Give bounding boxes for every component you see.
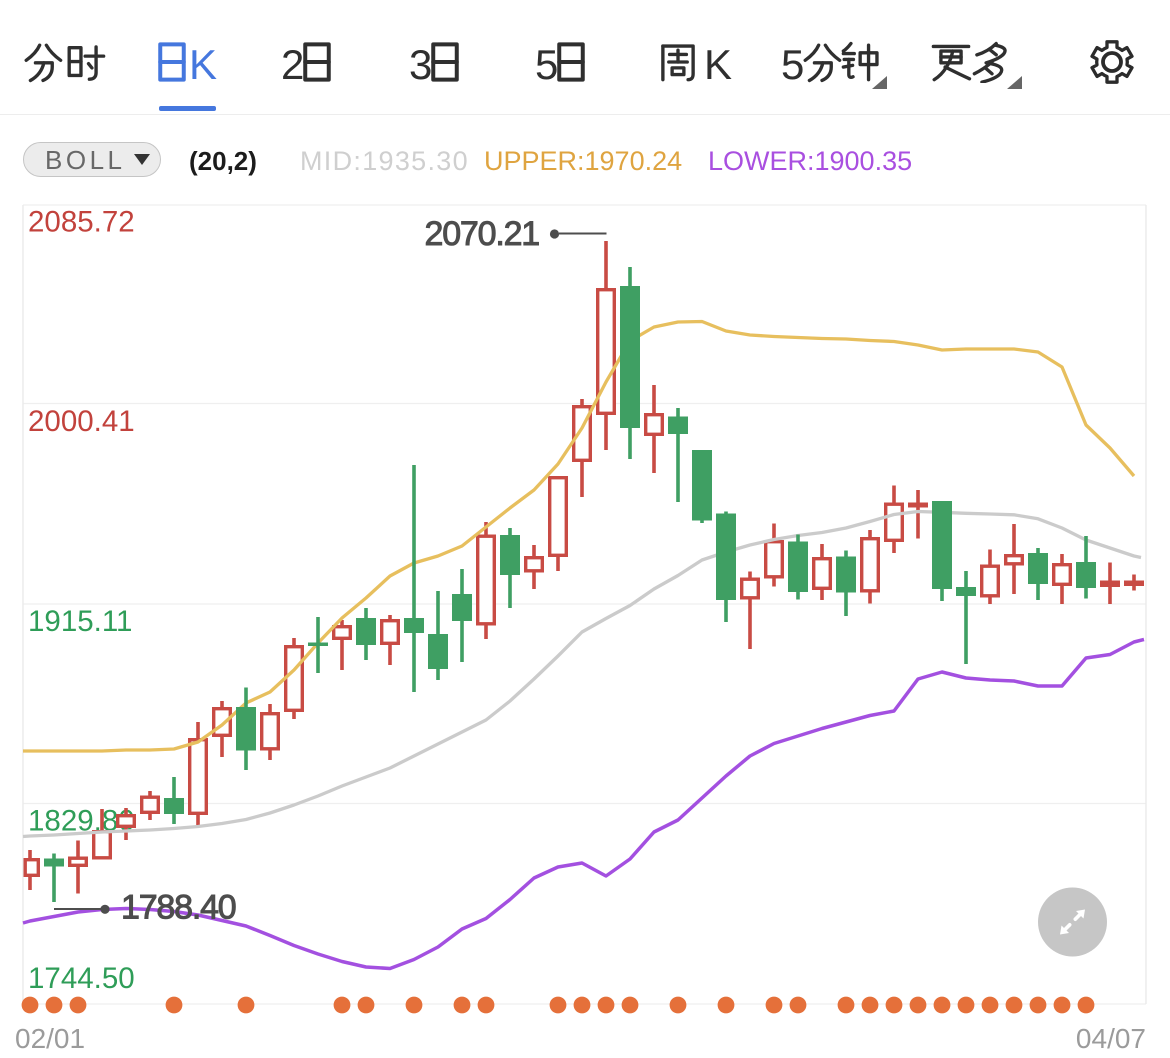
svg-text:02/01: 02/01 (15, 1023, 85, 1054)
svg-text:2000.41: 2000.41 (28, 405, 135, 438)
svg-text:1744.50: 1744.50 (28, 962, 135, 995)
svg-text:1788.40: 1788.40 (121, 889, 236, 927)
svg-text:2070.21: 2070.21 (424, 215, 539, 253)
svg-text:04/07: 04/07 (1076, 1023, 1146, 1054)
svg-text:2085.72: 2085.72 (28, 206, 135, 239)
svg-text:1915.11: 1915.11 (28, 605, 132, 638)
